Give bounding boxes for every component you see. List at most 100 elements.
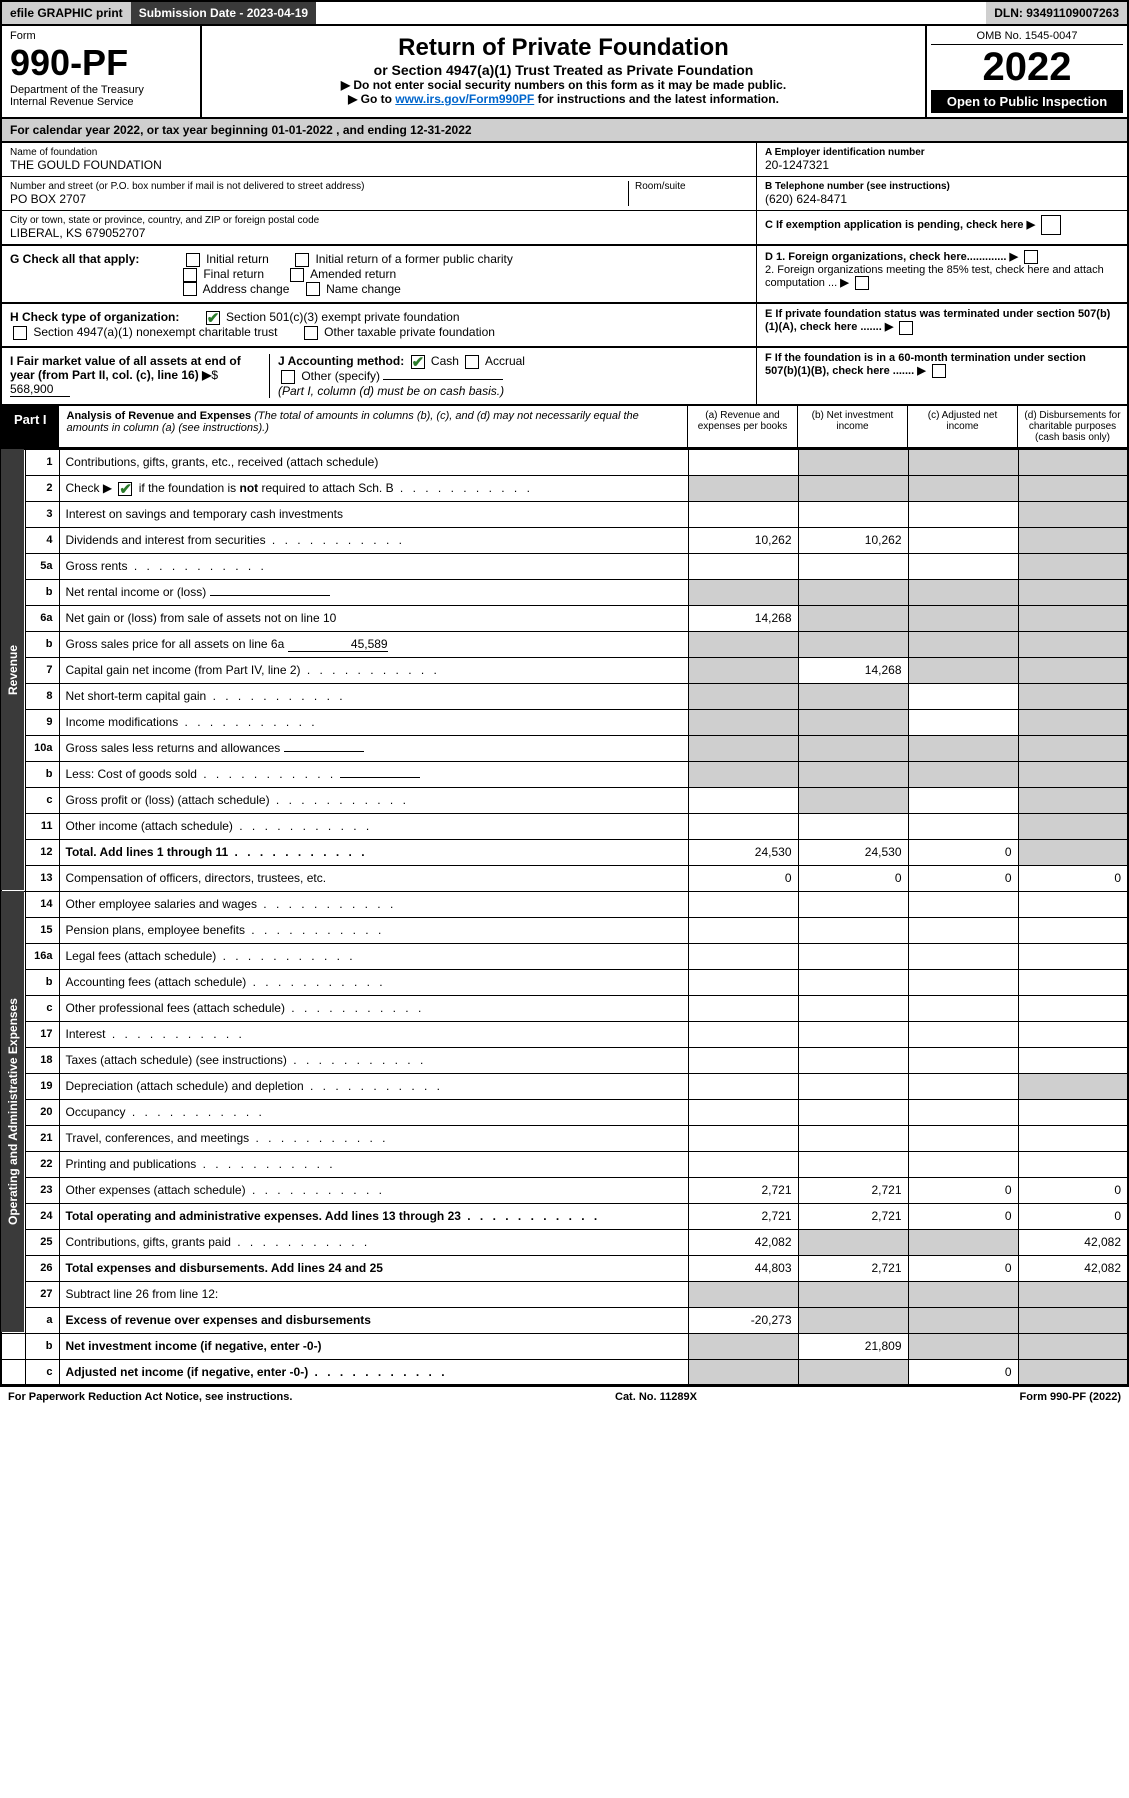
j-cash-checkbox[interactable] bbox=[411, 355, 425, 369]
form-word: Form bbox=[10, 30, 192, 42]
table-row: 27Subtract line 26 from line 12: bbox=[1, 1281, 1128, 1307]
r12a: 24,530 bbox=[688, 839, 798, 865]
j-accrual-checkbox[interactable] bbox=[465, 355, 479, 369]
j-other: Other (specify) bbox=[301, 369, 380, 383]
g-final-checkbox[interactable] bbox=[183, 268, 197, 282]
r12c: 0 bbox=[908, 839, 1018, 865]
r26: Total expenses and disbursements. Add li… bbox=[59, 1255, 688, 1281]
h-opt3: Other taxable private foundation bbox=[324, 325, 495, 339]
check-section-h: H Check type of organization: Section 50… bbox=[0, 304, 1129, 348]
header-left: Form 990-PF Department of the Treasury I… bbox=[2, 26, 202, 117]
e-label: E If private foundation status was termi… bbox=[765, 308, 1110, 333]
table-row: 4Dividends and interest from securities1… bbox=[1, 527, 1128, 553]
r5b: Net rental income or (loss) bbox=[59, 579, 688, 605]
g-opt4: Address change bbox=[203, 282, 290, 296]
city-label: City or town, state or province, country… bbox=[10, 215, 748, 226]
h1-checkbox[interactable] bbox=[206, 311, 220, 325]
r10b: Less: Cost of goods sold bbox=[59, 761, 688, 787]
ein-label: A Employer identification number bbox=[765, 147, 1119, 158]
table-row: 15Pension plans, employee benefits bbox=[1, 917, 1128, 943]
r13: Compensation of officers, directors, tru… bbox=[59, 865, 688, 891]
table-row: 17Interest bbox=[1, 1021, 1128, 1047]
ein: 20-1247321 bbox=[765, 158, 1119, 172]
r27: Subtract line 26 from line 12: bbox=[59, 1281, 688, 1307]
r27c: Adjusted net income (if negative, enter … bbox=[59, 1359, 688, 1385]
r16a: Legal fees (attach schedule) bbox=[59, 943, 688, 969]
r20: Occupancy bbox=[59, 1099, 688, 1125]
d1-checkbox[interactable] bbox=[1024, 250, 1038, 264]
f-label: F If the foundation is in a 60-month ter… bbox=[765, 352, 1086, 377]
j-note: (Part I, column (d) must be on cash basi… bbox=[278, 384, 504, 398]
table-row: 10aGross sales less returns and allowanc… bbox=[1, 735, 1128, 761]
footer-right: Form 990-PF (2022) bbox=[1020, 1391, 1121, 1403]
check-section-ij: I Fair market value of all assets at end… bbox=[0, 348, 1129, 406]
g-address-checkbox[interactable] bbox=[183, 282, 197, 296]
e-checkbox[interactable] bbox=[899, 321, 913, 335]
h2-checkbox[interactable] bbox=[13, 326, 27, 340]
part1-table: Revenue 1Contributions, gifts, grants, e… bbox=[0, 449, 1129, 1387]
note2-pre: ▶ Go to bbox=[348, 92, 395, 106]
f-checkbox[interactable] bbox=[932, 364, 946, 378]
j-accrual: Accrual bbox=[485, 354, 525, 368]
table-row: 12Total. Add lines 1 through 1124,53024,… bbox=[1, 839, 1128, 865]
table-row: 9Income modifications bbox=[1, 709, 1128, 735]
h-opt1: Section 501(c)(3) exempt private foundat… bbox=[226, 310, 459, 324]
city: LIBERAL, KS 679052707 bbox=[10, 226, 748, 240]
g-initial-checkbox[interactable] bbox=[186, 253, 200, 267]
header-right: OMB No. 1545-0047 2022 Open to Public In… bbox=[927, 26, 1127, 117]
g-block: G Check all that apply: Initial return I… bbox=[2, 246, 757, 302]
h-block: H Check type of organization: Section 50… bbox=[2, 304, 757, 346]
table-row: 5aGross rents bbox=[1, 553, 1128, 579]
dln: DLN: 93491109007263 bbox=[986, 2, 1127, 24]
g-amended-checkbox[interactable] bbox=[290, 268, 304, 282]
table-row: bAccounting fees (attach schedule) bbox=[1, 969, 1128, 995]
r24: Total operating and administrative expen… bbox=[59, 1203, 688, 1229]
phone: (620) 624-8471 bbox=[765, 192, 1119, 206]
g-label: G Check all that apply: bbox=[10, 252, 139, 266]
foundation-name-cell: Name of foundation THE GOULD FOUNDATION bbox=[2, 143, 756, 177]
g-name-checkbox[interactable] bbox=[306, 282, 320, 296]
r1: Contributions, gifts, grants, etc., rece… bbox=[59, 449, 688, 475]
form-title: Return of Private Foundation bbox=[210, 34, 917, 62]
r6aa: 14,268 bbox=[688, 605, 798, 631]
table-row: cAdjusted net income (if negative, enter… bbox=[1, 1359, 1128, 1385]
j-label: J Accounting method: bbox=[278, 354, 404, 368]
g-opt0: Initial return bbox=[206, 252, 269, 266]
r4b: 10,262 bbox=[798, 527, 908, 553]
f-block: F If the foundation is in a 60-month ter… bbox=[757, 348, 1127, 404]
submission-date: Submission Date - 2023-04-19 bbox=[131, 2, 316, 24]
revenue-side-label: Revenue bbox=[1, 449, 25, 891]
entity-right: A Employer identification number 20-1247… bbox=[757, 143, 1127, 244]
r7b: 14,268 bbox=[798, 657, 908, 683]
r6b: Gross sales price for all assets on line… bbox=[59, 631, 688, 657]
r23: Other expenses (attach schedule) bbox=[59, 1177, 688, 1203]
j-other-checkbox[interactable] bbox=[281, 370, 295, 384]
table-row: 16aLegal fees (attach schedule) bbox=[1, 943, 1128, 969]
g-initial-former-checkbox[interactable] bbox=[295, 253, 309, 267]
table-row: bGross sales price for all assets on lin… bbox=[1, 631, 1128, 657]
table-row: bNet rental income or (loss) bbox=[1, 579, 1128, 605]
efile-label[interactable]: efile GRAPHIC print bbox=[2, 2, 131, 24]
h-label: H Check type of organization: bbox=[10, 310, 179, 324]
h3-checkbox[interactable] bbox=[304, 326, 318, 340]
j-other-line bbox=[383, 379, 503, 380]
table-row: 24Total operating and administrative exp… bbox=[1, 1203, 1128, 1229]
part1-header: Part I Analysis of Revenue and Expenses … bbox=[0, 406, 1129, 449]
open-public: Open to Public Inspection bbox=[931, 90, 1123, 113]
r10c: Gross profit or (loss) (attach schedule) bbox=[59, 787, 688, 813]
g-opt3: Amended return bbox=[310, 267, 396, 281]
r11: Other income (attach schedule) bbox=[59, 813, 688, 839]
c-checkbox[interactable] bbox=[1041, 215, 1061, 235]
table-row: 22Printing and publications bbox=[1, 1151, 1128, 1177]
table-row: 2Check ▶ if the foundation is not requir… bbox=[1, 475, 1128, 501]
table-row: aExcess of revenue over expenses and dis… bbox=[1, 1307, 1128, 1333]
table-row: 26Total expenses and disbursements. Add … bbox=[1, 1255, 1128, 1281]
col-c-head: (c) Adjusted net income bbox=[907, 406, 1017, 447]
table-row: cOther professional fees (attach schedul… bbox=[1, 995, 1128, 1021]
r2-checkbox[interactable] bbox=[118, 482, 132, 496]
irs: Internal Revenue Service bbox=[10, 96, 192, 108]
d2-checkbox[interactable] bbox=[855, 276, 869, 290]
d1: D 1. Foreign organizations, check here..… bbox=[765, 251, 1006, 263]
g-opt1: Initial return of a former public charit… bbox=[315, 252, 512, 266]
irs-link[interactable]: www.irs.gov/Form990PF bbox=[395, 92, 534, 106]
